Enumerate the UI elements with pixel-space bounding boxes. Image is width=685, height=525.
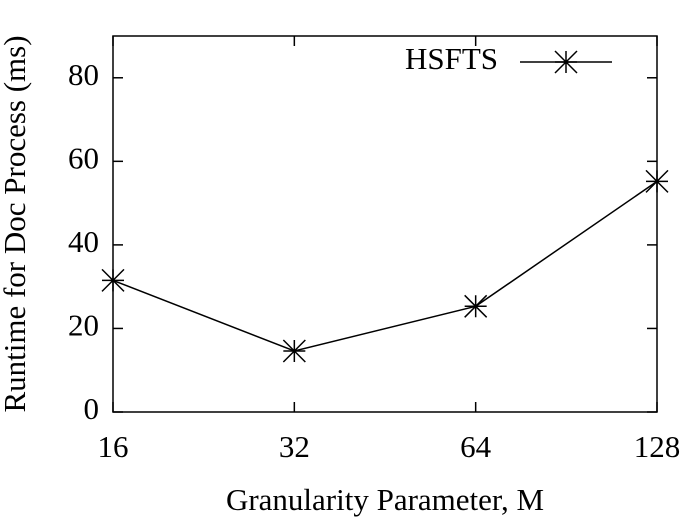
x-tick-label: 128 xyxy=(634,429,681,464)
y-tick-label: 40 xyxy=(68,224,99,259)
point-marker xyxy=(101,268,125,292)
x-axis-label: Granularity Parameter, M xyxy=(226,482,544,517)
point-marker xyxy=(464,294,488,318)
legend-label: HSFTS xyxy=(405,41,498,76)
y-tick-label: 80 xyxy=(68,57,99,92)
point-marker xyxy=(645,169,669,193)
x-tick-label: 64 xyxy=(460,429,492,464)
y-tick-label: 20 xyxy=(68,308,99,343)
y-tick-label: 60 xyxy=(68,140,99,175)
series-line xyxy=(112,180,658,352)
legend-marker xyxy=(554,50,578,74)
x-tick-label: 16 xyxy=(98,429,129,464)
y-tick-label: 0 xyxy=(84,391,100,426)
y-axis-label: Runtime for Doc Process (ms) xyxy=(0,35,32,412)
x-tick-label: 32 xyxy=(279,429,310,464)
point-marker xyxy=(282,339,306,363)
plot-frame xyxy=(112,35,658,413)
